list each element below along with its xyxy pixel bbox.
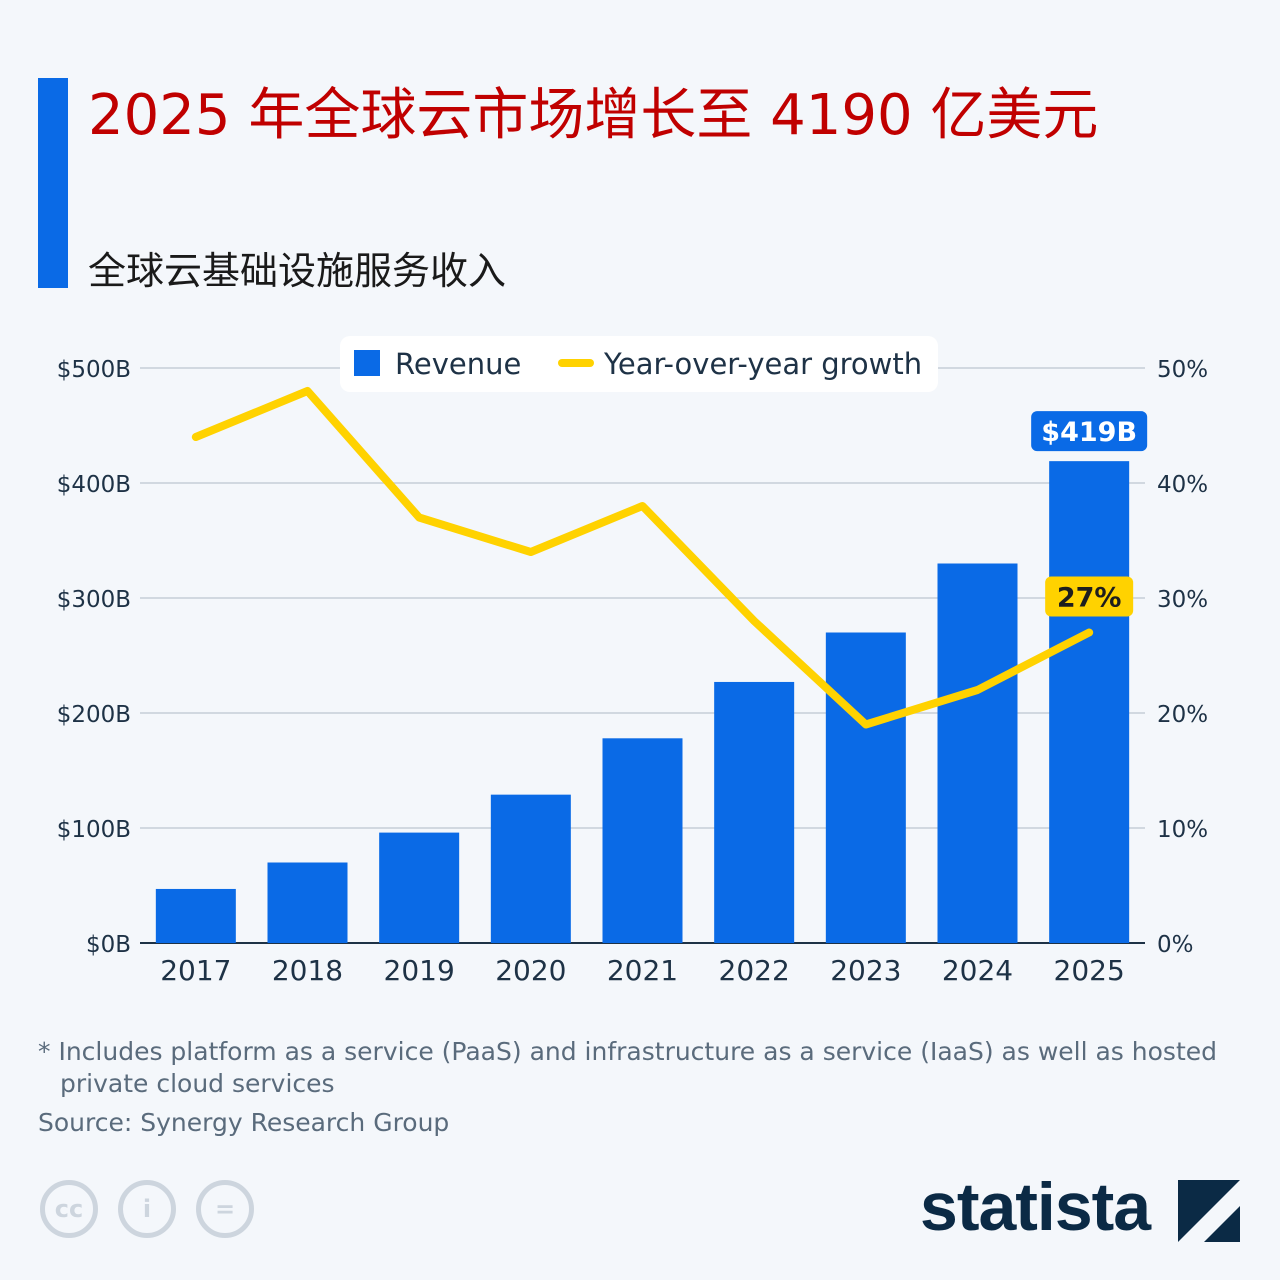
revenue-data-label-box (1031, 411, 1148, 452)
right-axis-tick: 20% (1157, 702, 1208, 728)
x-axis-tick: 2024 (942, 954, 1013, 987)
revenue-bar (714, 681, 795, 943)
growth-data-label-box (1045, 576, 1134, 617)
footnote: * Includes platform as a service (PaaS) … (38, 1037, 1217, 1098)
left-axis-tick: $300B (57, 587, 131, 613)
left-axis-tick: $400B (57, 472, 131, 498)
revenue-bar (267, 862, 348, 943)
x-axis-tick: 2020 (495, 954, 566, 987)
cc-icon: cc (40, 1180, 98, 1238)
left-axis-tick: $0B (86, 932, 131, 958)
x-axis-tick: 2017 (160, 954, 231, 987)
revenue-bar (155, 888, 236, 943)
growth-point (641, 505, 644, 507)
revenue-bar (602, 738, 683, 943)
growth-point (194, 436, 197, 438)
revenue-bar (490, 794, 571, 943)
right-axis-tick: 40% (1157, 472, 1208, 498)
chart: $0B $100B $200B $300B $400B $500B 0% 10% 20% 30% 4… (57, 336, 1208, 987)
revenue-bar (379, 832, 460, 943)
growth-point (418, 516, 421, 519)
x-axis-tick: 2023 (830, 954, 901, 987)
right-axis-tick: 0% (1157, 932, 1194, 958)
x-axis-tick: 2019 (384, 954, 455, 987)
growth-point (864, 723, 867, 726)
statista-logo-mark (1178, 1180, 1240, 1242)
revenue-bar (937, 563, 1018, 943)
statista-logo: statista (920, 1169, 1151, 1245)
growth-point (753, 620, 756, 622)
page-title: 2025 年全球云市场增长至 4190 亿美元 (88, 83, 1099, 148)
attribution-icon: i (118, 1180, 176, 1238)
x-axis-tick: 2018 (272, 954, 343, 987)
x-axis-tick: 2021 (607, 954, 678, 987)
left-axis-tick: $500B (57, 357, 131, 383)
left-axis-tick: $100B (57, 817, 131, 843)
legend-revenue-swatch (354, 350, 380, 376)
growth-point (1088, 631, 1091, 634)
right-axis-tick: 10% (1157, 817, 1208, 843)
revenue-bar (825, 632, 906, 943)
left-axis-tick: $200B (57, 702, 131, 728)
title-accent-bar (38, 78, 68, 288)
x-axis-tick: 2022 (719, 954, 790, 987)
revenue-bar (1049, 461, 1130, 943)
no-derivatives-icon: = (196, 1180, 254, 1238)
page-subtitle: 全球云基础设施服务收入 (88, 249, 507, 293)
growth-data-label: 27% (1057, 583, 1122, 614)
right-axis-tick: 30% (1157, 587, 1208, 613)
x-axis-tick: 2025 (1054, 954, 1125, 987)
legend-growth-label: Year-over-year growth (603, 347, 922, 381)
right-axis-tick: 50% (1157, 357, 1208, 383)
growth-point (529, 551, 532, 553)
revenue-data-label: $419B (1041, 417, 1137, 448)
legend-revenue-label: Revenue (395, 347, 521, 381)
source: Source: Synergy Research Group (38, 1108, 450, 1137)
growth-point (306, 390, 309, 392)
legend-box (340, 336, 938, 392)
legend: Revenue Year-over-year growth (340, 336, 938, 392)
growth-point (976, 689, 979, 691)
